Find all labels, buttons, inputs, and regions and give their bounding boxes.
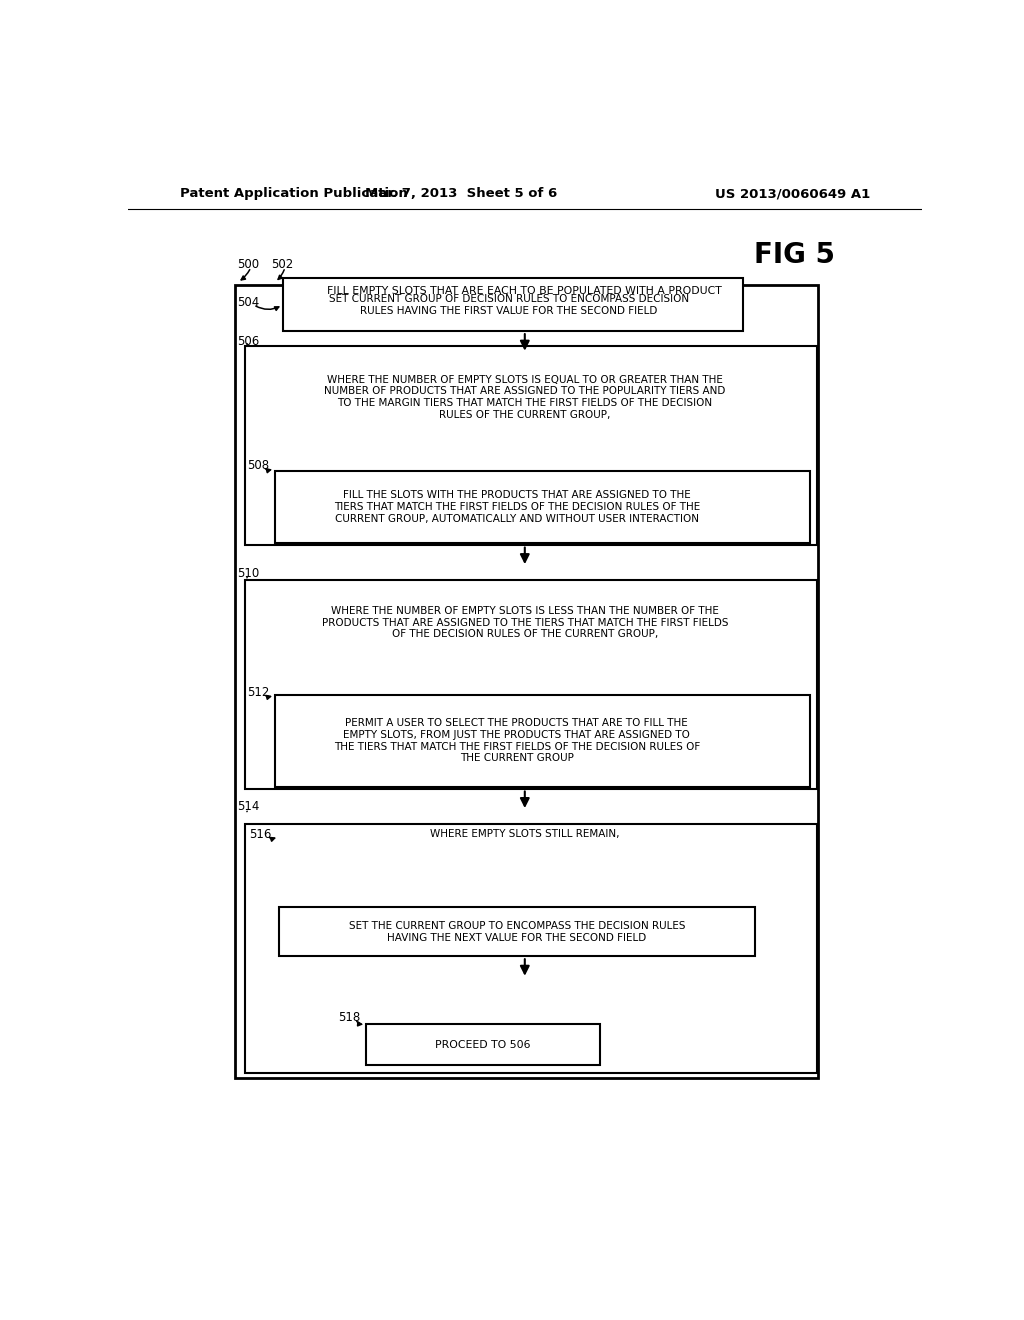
Text: Patent Application Publication: Patent Application Publication <box>179 187 408 201</box>
Text: FILL EMPTY SLOTS THAT ARE EACH TO BE POPULATED WITH A PRODUCT: FILL EMPTY SLOTS THAT ARE EACH TO BE POP… <box>328 285 722 296</box>
Text: 500: 500 <box>237 257 259 271</box>
Text: FILL THE SLOTS WITH THE PRODUCTS THAT ARE ASSIGNED TO THE
TIERS THAT MATCH THE F: FILL THE SLOTS WITH THE PRODUCTS THAT AR… <box>334 491 700 524</box>
Bar <box>279 907 755 956</box>
Text: WHERE THE NUMBER OF EMPTY SLOTS IS EQUAL TO OR GREATER THAN THE
NUMBER OF PRODUC: WHERE THE NUMBER OF EMPTY SLOTS IS EQUAL… <box>325 375 725 420</box>
Text: US 2013/0060649 A1: US 2013/0060649 A1 <box>715 187 870 201</box>
Text: SET CURRENT GROUP OF DECISION RULES TO ENCOMPASS DECISION
RULES HAVING THE FIRST: SET CURRENT GROUP OF DECISION RULES TO E… <box>329 294 689 315</box>
Text: FIG 5: FIG 5 <box>754 242 836 269</box>
Text: 510: 510 <box>238 566 260 579</box>
Text: PERMIT A USER TO SELECT THE PRODUCTS THAT ARE TO FILL THE
EMPTY SLOTS, FROM JUST: PERMIT A USER TO SELECT THE PRODUCTS THA… <box>334 718 700 763</box>
Text: 518: 518 <box>338 1011 360 1024</box>
Text: 506: 506 <box>238 335 260 348</box>
Bar <box>246 581 817 788</box>
Text: 512: 512 <box>247 685 269 698</box>
Text: PROCEED TO 506: PROCEED TO 506 <box>435 1040 530 1049</box>
Text: 508: 508 <box>247 459 269 471</box>
Text: 514: 514 <box>238 800 260 813</box>
Bar <box>246 824 817 1073</box>
Bar <box>274 471 811 543</box>
Text: WHERE THE NUMBER OF EMPTY SLOTS IS LESS THAN THE NUMBER OF THE
PRODUCTS THAT ARE: WHERE THE NUMBER OF EMPTY SLOTS IS LESS … <box>322 606 728 639</box>
Text: WHERE EMPTY SLOTS STILL REMAIN,: WHERE EMPTY SLOTS STILL REMAIN, <box>430 829 620 840</box>
Bar <box>246 346 817 545</box>
Text: 516: 516 <box>249 828 271 841</box>
Text: SET THE CURRENT GROUP TO ENCOMPASS THE DECISION RULES
HAVING THE NEXT VALUE FOR : SET THE CURRENT GROUP TO ENCOMPASS THE D… <box>348 921 685 942</box>
Bar <box>367 1024 600 1065</box>
Text: 502: 502 <box>270 257 293 271</box>
Text: 504: 504 <box>238 296 260 309</box>
Bar <box>283 279 743 331</box>
Text: Mar. 7, 2013  Sheet 5 of 6: Mar. 7, 2013 Sheet 5 of 6 <box>366 187 557 201</box>
Bar <box>236 285 818 1078</box>
Bar <box>274 696 811 787</box>
